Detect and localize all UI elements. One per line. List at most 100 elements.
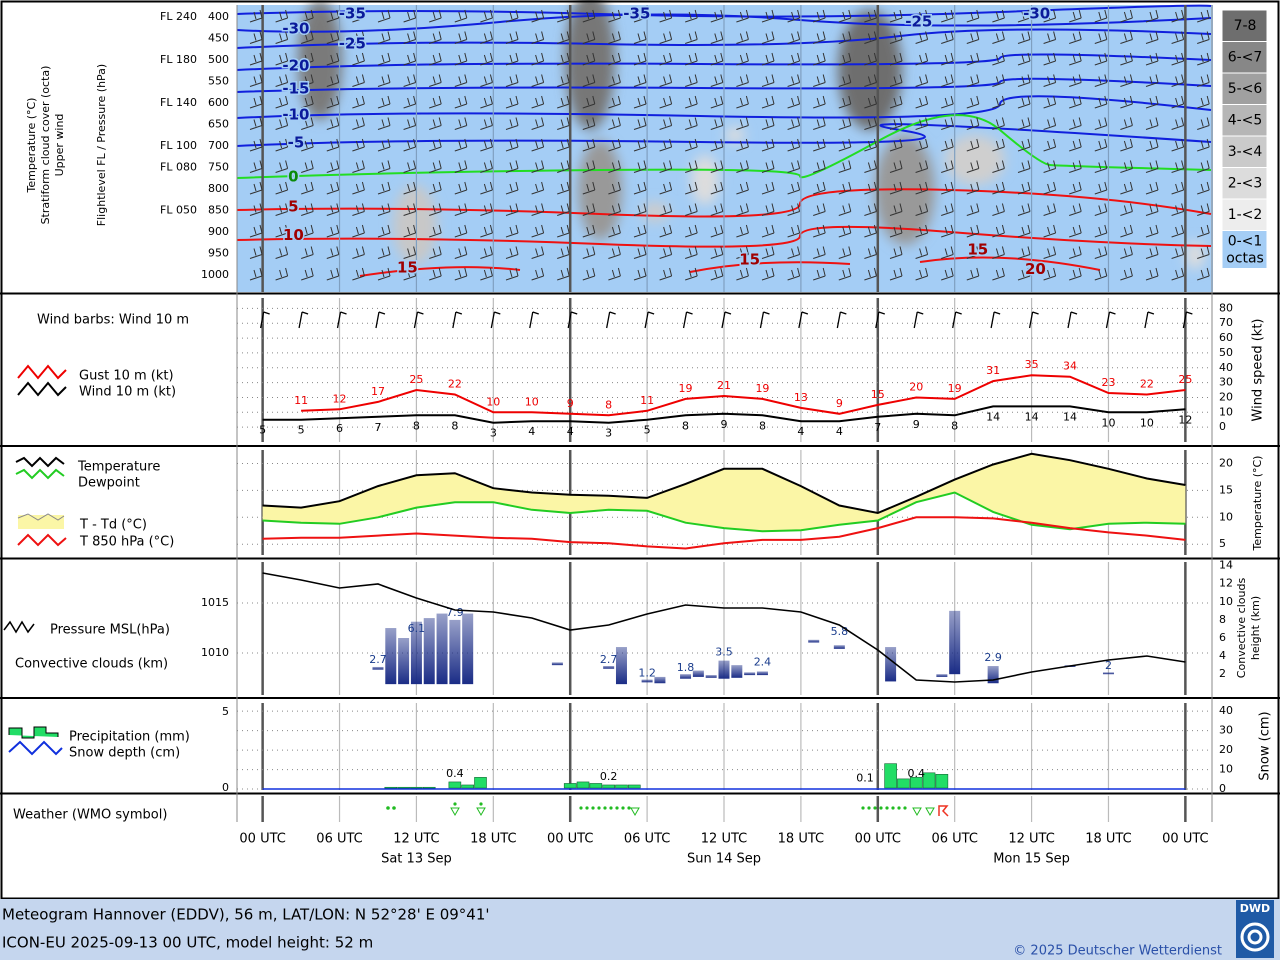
wind-barb: [480, 267, 493, 281]
precip-bar: [627, 784, 641, 789]
wind-barb: [966, 52, 980, 66]
x-tick-label: 00 UTC: [855, 832, 901, 847]
wind-barb: [1120, 203, 1133, 216]
wind-barb: [606, 311, 616, 329]
wind-barb: [685, 74, 698, 87]
wind-barb: [377, 246, 391, 259]
contour-label: 15: [397, 258, 418, 276]
wind-barb: [710, 203, 724, 216]
wind-barb: [1145, 246, 1159, 259]
wind-barb: [454, 31, 468, 44]
legend-label: 5-<6: [1228, 81, 1263, 97]
wind-barb: [787, 74, 801, 87]
wind-barb: [1120, 31, 1133, 44]
wind-barb: [1145, 31, 1159, 44]
wind-barb: [941, 74, 954, 87]
wind-barb: [1094, 246, 1108, 259]
data-label: 14: [1025, 410, 1039, 423]
wind-barb: [941, 203, 954, 216]
wind-barb: [249, 181, 263, 195]
wind-barb: [1069, 74, 1082, 87]
axis-title: Snow (cm): [1258, 711, 1273, 780]
wind-barb: [889, 203, 903, 216]
wind-barb: [864, 117, 877, 130]
y-tick-label: 850: [208, 203, 229, 216]
wind-barb: [1145, 52, 1159, 66]
wind-barb: [761, 52, 775, 66]
x-tick-label: 12 UTC: [701, 832, 747, 847]
y-tick-label: 40: [1219, 361, 1233, 374]
data-label: 2.4: [754, 656, 772, 669]
convective-bar: [692, 670, 704, 677]
legend-icon: [17, 533, 67, 547]
wind-barb: [352, 224, 365, 238]
wind-barb: [531, 267, 545, 281]
wind-barb: [1197, 117, 1210, 130]
legend-label: 1-<2: [1228, 207, 1263, 223]
wind-barb: [813, 9, 826, 23]
wind-barb: [710, 95, 724, 109]
y-tick-label: 800: [208, 182, 229, 195]
frame: [0, 0, 1280, 900]
wind-barb: [787, 52, 801, 66]
wind-barb: [915, 246, 929, 259]
wind-barb: [582, 74, 596, 87]
wind-barb: [941, 9, 954, 23]
wind-barb: [838, 138, 852, 152]
y-tick-label: 10: [1219, 510, 1233, 523]
wind-barb: [813, 138, 826, 152]
wind-barb: [633, 74, 647, 87]
wind-barb: [352, 267, 365, 281]
wind-barb: [429, 246, 442, 259]
wind-barb: [1069, 267, 1082, 281]
wind-barb: [429, 160, 442, 173]
wind-barb: [798, 311, 809, 329]
wind-barb: [710, 246, 724, 259]
wind-barb: [736, 95, 749, 109]
wind-barb: [787, 95, 801, 109]
plot-edges: [236, 5, 1213, 822]
wind-barb: [505, 138, 519, 152]
wind-barb: [275, 9, 289, 23]
wind-barb: [608, 95, 621, 109]
wind-barb: [557, 9, 570, 23]
wind-barb: [582, 181, 596, 195]
wind-barb: [941, 52, 954, 66]
contour-label: -35: [623, 5, 650, 23]
precip-bar: [922, 772, 936, 789]
y-tick-label: 1015: [201, 596, 229, 609]
wind-barb: [557, 52, 570, 66]
convective-bar: [680, 674, 692, 679]
wind-barb: [429, 74, 442, 87]
axis-title: Temperature (°C): [25, 98, 38, 194]
wind-barb: [454, 9, 468, 23]
wind-barb: [557, 160, 570, 173]
convective-bar: [833, 645, 845, 649]
wind-barb: [454, 52, 468, 66]
wind-barb: [275, 246, 289, 259]
wind-barb: [531, 117, 545, 130]
y-tick-label: 1000: [201, 268, 229, 281]
wind-barb: [557, 31, 570, 44]
data-label: 22: [1140, 377, 1154, 390]
wind-barb: [1043, 31, 1057, 44]
data-label: 12: [333, 392, 347, 405]
wind-barb: [249, 224, 263, 238]
wind-barb: [480, 31, 493, 44]
data-label: 9: [721, 418, 728, 431]
data-label: 0.1: [856, 772, 874, 785]
wind-barb: [952, 311, 962, 329]
wind-barb: [403, 31, 417, 44]
wind-barb: [301, 117, 314, 130]
y-tick-label: 20: [1219, 390, 1233, 403]
day-label: Mon 15 Sep: [993, 852, 1070, 867]
y-tick-label: 400: [208, 10, 229, 23]
y-tick-label: 10: [1219, 763, 1233, 776]
data-label: 8: [451, 419, 458, 432]
wind-barb: [1197, 138, 1210, 152]
precip-bar: [448, 781, 462, 789]
wind-barb: [429, 52, 442, 66]
data-label: 10: [1140, 416, 1154, 429]
y-tick-label: 750: [208, 160, 229, 173]
wind-barb: [480, 9, 493, 23]
